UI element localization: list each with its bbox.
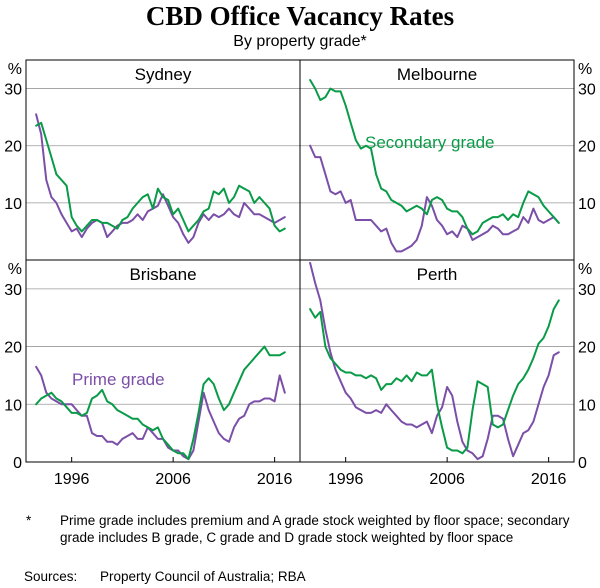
y-tick-label-right: 10 [578,397,596,414]
chart-subtitle: By property grade* [233,33,367,50]
footnote-mark: * [26,513,32,528]
y-unit-label-right: % [578,261,592,278]
chart-area: 10 10 20 20 30 30% % 0 0 10 10 20 20 30 30% % 1996 2006 20… [4,59,596,488]
series-line-brisbane-secondary [35,345,286,461]
panel-title-perth: Perth [417,265,458,284]
y-tick-label-right: 10 [578,196,596,213]
series-line-perth-prime [309,261,560,461]
chart-title: CBD Office Vacancy Rates [145,1,455,31]
y-tick-label-left: 20 [4,340,22,357]
y-tick-label-right: 0 [578,455,587,472]
series-line-sydney-prime [35,113,286,244]
x-tick-label: 1996 [54,471,90,488]
y-tick-label-left: 10 [4,196,22,213]
y-unit-label-right: % [578,61,592,78]
y-tick-label-left: 30 [4,282,22,299]
series-line-melbourne-secondary [309,79,560,236]
panel-title-melbourne: Melbourne [397,65,477,84]
panel-title-sydney: Sydney [135,65,192,84]
y-tick-label-left: 10 [4,397,22,414]
y-tick-label-right: 30 [578,282,596,299]
y-tick-label-right: 30 [578,82,596,99]
y-unit-label-left: % [8,61,22,78]
series-line-sydney-secondary [35,121,286,233]
series-line-brisbane-prime [35,365,286,461]
annotation-secondary-grade: Secondary grade [365,133,494,152]
sources-text: Property Council of Australia; RBA [100,569,306,584]
y-unit-label-left: % [8,261,22,278]
series-line-perth-secondary [309,299,560,455]
footnote-text: Prime grade includes premium and A grade… [60,513,570,545]
panel-title-brisbane: Brisbane [129,265,196,284]
y-tick-label-right: 20 [578,139,596,156]
y-tick-label-left: 20 [4,139,22,156]
x-tick-label: 2006 [155,471,191,488]
x-tick-label: 2016 [257,471,293,488]
series-line-melbourne-prime [309,144,560,253]
y-tick-label-left: 30 [4,82,22,99]
y-tick-label-right: 20 [578,340,596,357]
y-tick-label-left: 0 [13,455,22,472]
x-tick-label: 1996 [328,471,364,488]
annotation-prime-grade: Prime grade [72,370,165,389]
x-tick-label: 2016 [531,471,567,488]
sources-label: Sources: [24,569,78,584]
x-tick-label: 2006 [429,471,465,488]
